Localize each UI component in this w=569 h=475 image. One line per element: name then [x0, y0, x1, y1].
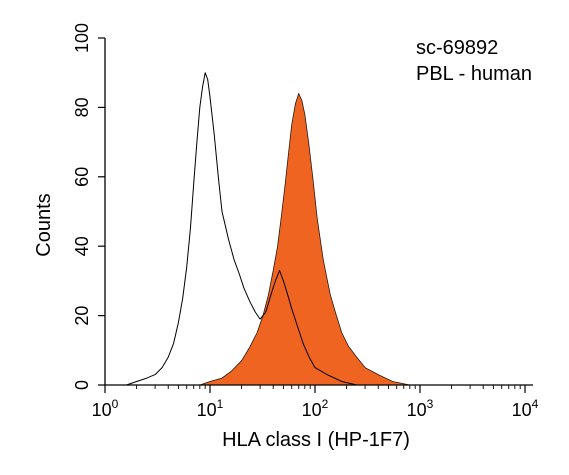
annotation-line-1: sc-69892	[416, 37, 498, 59]
axes-layer: 0 20 40 60 80 100 100 101 102 103 104	[72, 23, 539, 420]
series-2-filled-histogram	[199, 92, 429, 386]
y-axis-label: Counts	[33, 193, 55, 256]
series-layer	[105, 72, 429, 386]
x-tick-label-1: 101	[197, 397, 224, 420]
y-tick-label-40: 40	[72, 236, 92, 256]
y-tick-label-0: 0	[72, 380, 92, 390]
y-tick-label-100: 100	[72, 23, 92, 53]
y-tick-label-80: 80	[72, 97, 92, 117]
x-tick-label-2: 102	[302, 397, 329, 420]
y-tick-label-20: 20	[72, 306, 92, 326]
x-tick-label-0: 100	[92, 397, 119, 420]
y-tick-label-60: 60	[72, 167, 92, 187]
x-axis-label: HLA class I (HP-1F7)	[222, 429, 410, 451]
series-1-outline-histogram	[105, 72, 379, 386]
x-tick-label-4: 104	[512, 397, 539, 420]
x-tick-label-3: 103	[407, 397, 434, 420]
annotation-line-2: PBL - human	[416, 63, 532, 85]
